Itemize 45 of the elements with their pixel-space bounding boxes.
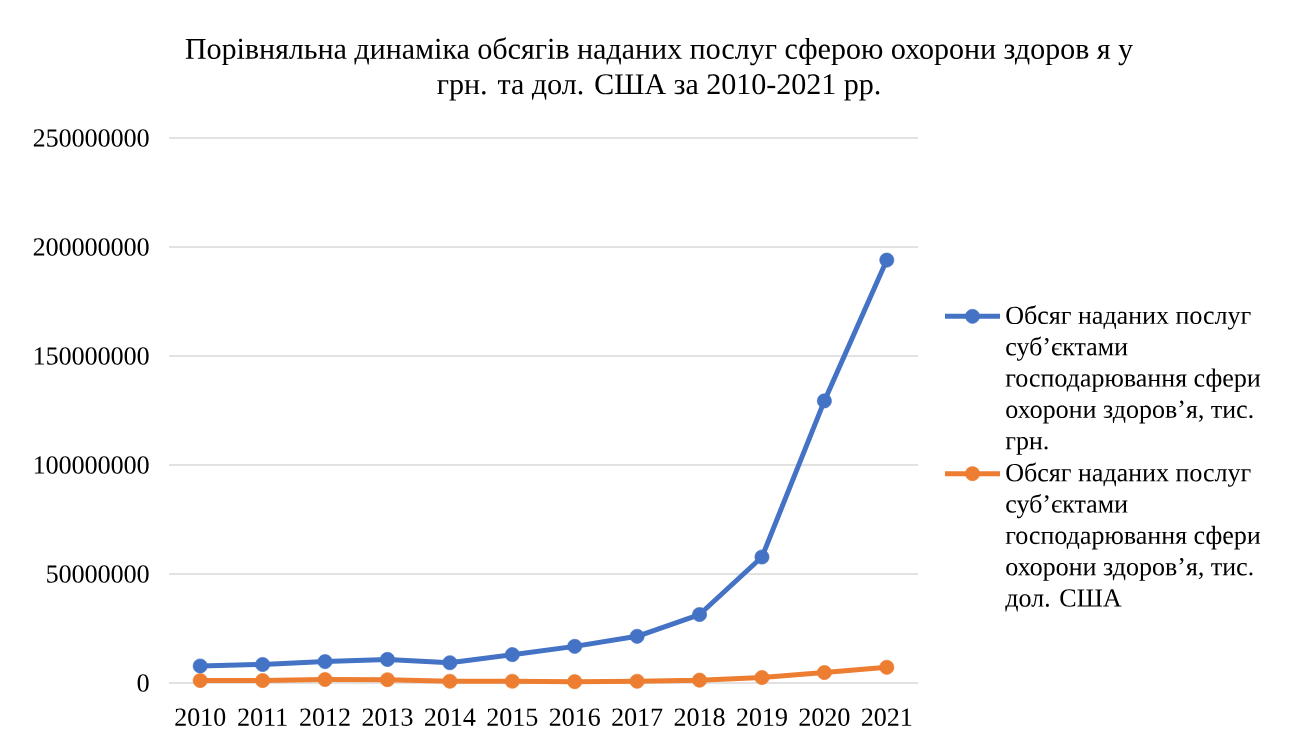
legend-label: Обсяг наданих послуг суб’єктами господарювання сфери охорони здоров’я, тис. дол. США — [1005, 462, 1261, 612]
x-tick-label: 2014 — [425, 708, 476, 726]
point — [255, 673, 271, 688]
y-tick-label: 100000000 — [34, 456, 149, 474]
point — [442, 655, 458, 671]
x-tick-label: 2013 — [362, 708, 413, 726]
x-tick-label: 2011 — [238, 708, 287, 726]
point — [380, 652, 395, 667]
point — [567, 638, 583, 654]
x-tick-label: 2010 — [175, 708, 226, 726]
point — [879, 659, 895, 675]
point — [317, 654, 333, 670]
x-tick-label: 2021 — [861, 708, 912, 726]
y-tick-label: 0 — [137, 674, 149, 692]
point — [255, 657, 271, 672]
point — [629, 673, 645, 689]
x-tick-label: 2020 — [799, 708, 850, 726]
y-tick-label: 50000000 — [47, 565, 149, 583]
x-tick-label: 2012 — [300, 708, 350, 726]
point — [317, 672, 333, 687]
point — [754, 549, 770, 565]
x-tick-label: 2015 — [487, 708, 538, 726]
x-tick-label: 2018 — [674, 708, 725, 726]
chart-title: Порівняльна динаміка обсягів наданих послуг сферою охорони здоров я у грн. та дол. США за 2010-2021 рр. — [185, 37, 1133, 101]
point — [879, 252, 895, 268]
point — [442, 673, 458, 689]
point — [754, 670, 770, 685]
point — [192, 658, 208, 674]
point — [380, 672, 395, 688]
point — [192, 673, 208, 688]
y-tick-label: 150000000 — [34, 347, 149, 365]
y-tick-label: 250000000 — [33, 129, 149, 147]
point — [567, 674, 583, 690]
x-tick-label: 2017 — [612, 708, 663, 726]
point — [692, 607, 707, 622]
point — [816, 665, 832, 680]
point — [504, 673, 520, 689]
point — [692, 672, 707, 688]
point — [816, 393, 832, 409]
y-tick-label: 200000000 — [33, 238, 149, 256]
x-tick-label: 2016 — [549, 708, 600, 726]
point — [629, 628, 645, 644]
x-tick-label: 2019 — [737, 708, 787, 726]
legend-label: Обсяг наданих послуг суб’єктами господарювання сфери охорони здоров’я, тис. грн. — [1005, 305, 1261, 455]
point — [504, 647, 520, 663]
